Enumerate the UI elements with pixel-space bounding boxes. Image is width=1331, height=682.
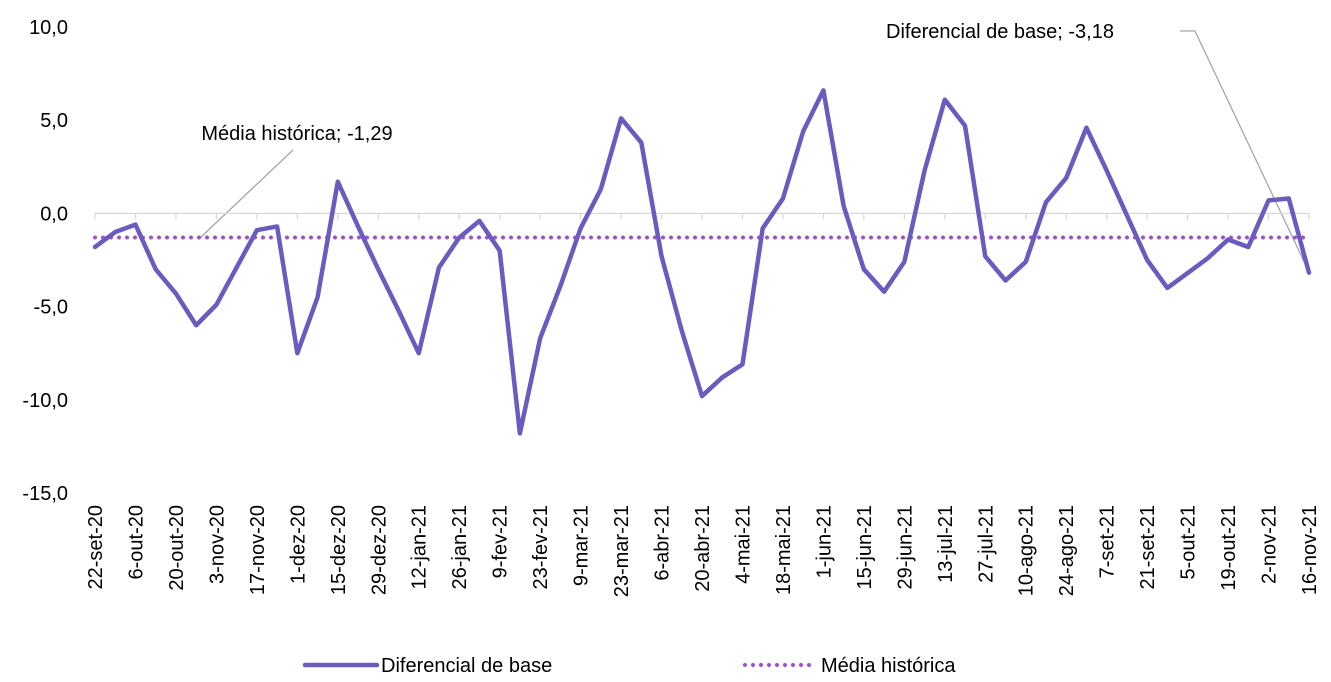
legend-label: Média histórica <box>821 655 956 677</box>
x-tick-label: 26-jan-21 <box>449 505 471 590</box>
x-tick-label: 16-nov-21 <box>1299 505 1321 595</box>
y-tick-label: 0,0 <box>40 203 68 225</box>
legend-label: Diferencial de base <box>381 655 552 677</box>
x-tick-label: 7-set-21 <box>1097 505 1119 578</box>
series-line <box>92 88 1312 436</box>
x-tick-label: 19-out-21 <box>1218 505 1240 591</box>
x-tick-label: 29-jun-21 <box>894 505 916 590</box>
x-tick-label: 15-dez-20 <box>328 505 350 595</box>
y-tick-label: 10,0 <box>29 17 68 39</box>
x-tick-label: 24-ago-21 <box>1056 505 1078 596</box>
x-tick-label: 18-mai-21 <box>773 505 795 595</box>
x-tick-label: 23-mar-21 <box>611 505 633 597</box>
leader-line <box>1180 30 1310 273</box>
annotation: Diferencial de base; -3,18 <box>886 21 1114 43</box>
x-tick-label: 9-mar-21 <box>571 505 593 586</box>
x-tick-label: 1-jun-21 <box>813 505 835 578</box>
x-tick-label: 12-jan-21 <box>409 505 431 590</box>
x-tick-label: 6-out-20 <box>125 505 147 580</box>
x-tick-label: 17-nov-20 <box>247 505 269 595</box>
x-tick-label: 20-abr-21 <box>692 505 714 592</box>
x-tick-label: 1-dez-20 <box>287 505 309 584</box>
x-tick-label: 2-nov-21 <box>1259 505 1281 584</box>
x-tick-label: 15-jun-21 <box>854 505 876 590</box>
x-tick-label: 22-set-20 <box>85 505 107 590</box>
y-tick-label: -15,0 <box>22 483 68 505</box>
x-tick-label: 20-out-20 <box>166 505 188 591</box>
y-tick-label: -10,0 <box>22 390 68 412</box>
leader-line <box>199 149 294 239</box>
x-tick-label: 9-fev-21 <box>490 505 512 578</box>
x-tick-label: 27-jul-21 <box>975 505 997 583</box>
x-tick-label: 23-fev-21 <box>530 505 552 590</box>
x-tick-label: 10-ago-21 <box>1016 505 1038 596</box>
x-tick-label: 3-nov-20 <box>206 505 228 584</box>
x-tick-label: 4-mai-21 <box>732 505 754 584</box>
x-tick-label: 29-dez-20 <box>368 505 390 595</box>
annotation: Média histórica; -1,29 <box>201 123 392 145</box>
y-tick-label: -5,0 <box>34 297 68 319</box>
y-tick-label: 5,0 <box>40 110 68 132</box>
x-tick-label: 6-abr-21 <box>652 505 674 581</box>
x-tick-label: 13-jul-21 <box>935 505 957 583</box>
x-tick-label: 21-set-21 <box>1137 505 1159 590</box>
x-tick-label: 5-out-21 <box>1178 505 1200 580</box>
